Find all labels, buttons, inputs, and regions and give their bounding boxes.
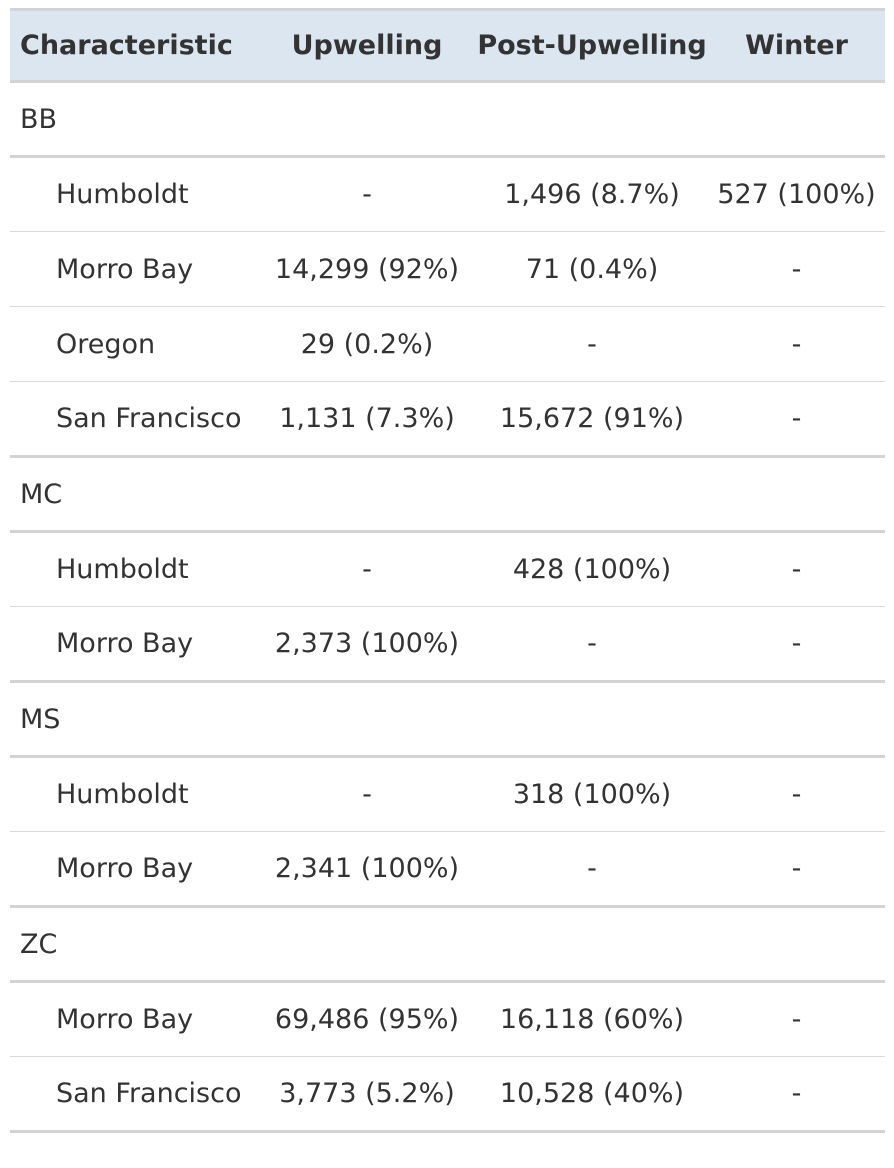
row-label: Humboldt: [10, 531, 258, 607]
cell-post-upwelling: -: [476, 606, 708, 683]
row-label: Morro Bay: [10, 831, 258, 908]
group-label: ZC: [10, 906, 258, 983]
cell-winter: -: [708, 306, 885, 382]
group-row-ms: MS: [10, 681, 885, 758]
cell-winter: 527 (100%): [708, 156, 885, 232]
row-label: Morro Bay: [10, 231, 258, 307]
group-label: BB: [10, 81, 258, 158]
cell-winter: -: [708, 531, 885, 607]
header-row: Characteristic Upwelling Post-Upwelling …: [10, 8, 885, 83]
table-row: Oregon 29 (0.2%) - -: [10, 306, 885, 382]
row-label: San Francisco: [10, 381, 258, 458]
row-label: Humboldt: [10, 156, 258, 232]
cell-post-upwelling: 71 (0.4%): [476, 231, 708, 307]
cell-post-upwelling: 16,118 (60%): [476, 981, 708, 1057]
cell-upwelling: 2,373 (100%): [258, 606, 476, 683]
row-label: Morro Bay: [10, 606, 258, 683]
cell-upwelling: 2,341 (100%): [258, 831, 476, 908]
table-row: Humboldt - 1,496 (8.7%) 527 (100%): [10, 156, 885, 232]
cell-winter: -: [708, 756, 885, 832]
cell-upwelling: 69,486 (95%): [258, 981, 476, 1057]
group-row-zc: ZC: [10, 906, 885, 983]
cell-upwelling: -: [258, 156, 476, 232]
header-post-upwelling: Post-Upwelling: [476, 8, 708, 83]
header-winter: Winter: [708, 8, 885, 83]
table-row: Morro Bay 2,373 (100%) - -: [10, 606, 885, 683]
cell-upwelling: 14,299 (92%): [258, 231, 476, 307]
cell-winter: -: [708, 606, 885, 683]
cell-winter: -: [708, 981, 885, 1057]
cell-upwelling: -: [258, 756, 476, 832]
summary-table: Characteristic Upwelling Post-Upwelling …: [10, 8, 885, 1133]
row-label: Humboldt: [10, 756, 258, 832]
cell-post-upwelling: 10,528 (40%): [476, 1056, 708, 1133]
cell-post-upwelling: 318 (100%): [476, 756, 708, 832]
cell-post-upwelling: -: [476, 306, 708, 382]
cell-upwelling: 3,773 (5.2%): [258, 1056, 476, 1133]
row-label: Morro Bay: [10, 981, 258, 1057]
cell-upwelling: -: [258, 531, 476, 607]
table-body: BB Humboldt - 1,496 (8.7%) 527 (100%) Mo…: [10, 81, 885, 1133]
cell-winter: -: [708, 831, 885, 908]
group-row-mc: MC: [10, 456, 885, 533]
header-upwelling: Upwelling: [258, 8, 476, 83]
group-label: MC: [10, 456, 258, 533]
table-row: San Francisco 1,131 (7.3%) 15,672 (91%) …: [10, 381, 885, 458]
group-label: MS: [10, 681, 258, 758]
table-header: Characteristic Upwelling Post-Upwelling …: [10, 8, 885, 83]
table-row: Morro Bay 14,299 (92%) 71 (0.4%) -: [10, 231, 885, 307]
cell-winter: -: [708, 1056, 885, 1133]
group-row-bb: BB: [10, 81, 885, 158]
table-row: Humboldt - 428 (100%) -: [10, 531, 885, 607]
cell-post-upwelling: 15,672 (91%): [476, 381, 708, 458]
cell-winter: -: [708, 381, 885, 458]
cell-post-upwelling: -: [476, 831, 708, 908]
cell-upwelling: 29 (0.2%): [258, 306, 476, 382]
header-characteristic: Characteristic: [10, 8, 258, 83]
cell-post-upwelling: 1,496 (8.7%): [476, 156, 708, 232]
row-label: Oregon: [10, 306, 258, 382]
table-row: Morro Bay 2,341 (100%) - -: [10, 831, 885, 908]
table-row: San Francisco 3,773 (5.2%) 10,528 (40%) …: [10, 1056, 885, 1133]
cell-upwelling: 1,131 (7.3%): [258, 381, 476, 458]
cell-post-upwelling: 428 (100%): [476, 531, 708, 607]
row-label: San Francisco: [10, 1056, 258, 1133]
table-row: Morro Bay 69,486 (95%) 16,118 (60%) -: [10, 981, 885, 1057]
cell-winter: -: [708, 231, 885, 307]
table-row: Humboldt - 318 (100%) -: [10, 756, 885, 832]
